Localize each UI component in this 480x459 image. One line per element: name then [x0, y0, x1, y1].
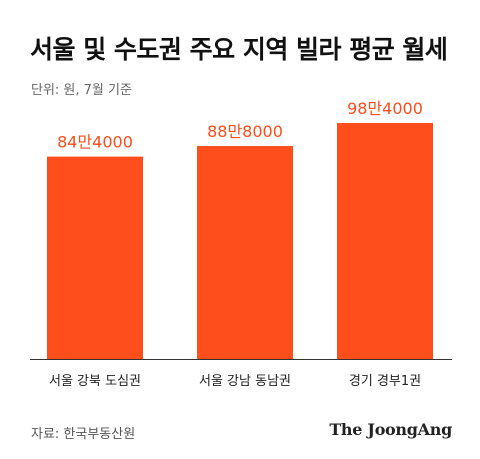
bar-1: [47, 156, 143, 359]
publisher-logo: The JoongAng: [329, 420, 452, 439]
category-label-2: 서울 강남 동남권: [199, 374, 291, 389]
bar-2: [197, 146, 293, 359]
source-note: 자료: 한국부동산원: [31, 427, 136, 442]
unit-note: 단위: 원, 7월 기준: [31, 83, 132, 98]
category-label-3: 경기 경부1권: [349, 374, 421, 389]
data-label-3: 98만4000: [347, 99, 423, 118]
data-label-2: 88만8000: [207, 122, 283, 141]
chart-title: 서울 및 수도권 주요 지역 빌라 평균 월세: [30, 35, 448, 64]
bar-3: [337, 123, 433, 360]
category-label-1: 서울 강북 도심권: [49, 374, 141, 389]
data-label-1: 84만4000: [57, 133, 133, 152]
